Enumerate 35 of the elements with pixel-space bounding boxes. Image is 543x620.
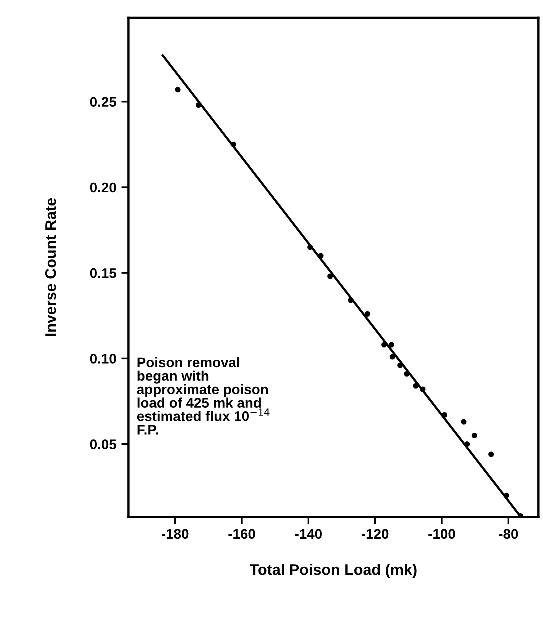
point bbox=[308, 244, 314, 250]
x-tick-label: -100 bbox=[428, 529, 456, 540]
point bbox=[328, 274, 334, 280]
point bbox=[390, 354, 396, 360]
point bbox=[442, 412, 448, 418]
point bbox=[420, 386, 426, 392]
y-tick-label: 0.25 bbox=[90, 97, 116, 108]
point bbox=[461, 419, 467, 425]
y-tick-label: 0.20 bbox=[90, 182, 116, 193]
point bbox=[364, 311, 370, 317]
y-tick-label: 0.15 bbox=[90, 268, 116, 278]
point bbox=[388, 342, 394, 348]
x-tick-label: -140 bbox=[295, 529, 322, 540]
point bbox=[472, 432, 478, 439]
point bbox=[464, 442, 470, 448]
y-tick-label: 0.10 bbox=[90, 354, 116, 364]
point bbox=[398, 362, 404, 368]
point bbox=[348, 298, 354, 304]
x-tick-label: -180 bbox=[162, 529, 189, 540]
point bbox=[404, 371, 410, 377]
point bbox=[318, 253, 324, 259]
x-tick-label: -80 bbox=[499, 529, 518, 540]
y-axis-title: Inverse Count Rate bbox=[45, 198, 56, 336]
point bbox=[488, 452, 494, 458]
point bbox=[413, 383, 419, 389]
x-tick-label: -120 bbox=[362, 529, 389, 540]
x-axis-title: Total Poison Load (mk) bbox=[250, 564, 417, 578]
point bbox=[196, 102, 202, 108]
point bbox=[230, 142, 236, 148]
x-tick-label: -160 bbox=[228, 529, 256, 540]
point bbox=[175, 87, 181, 93]
point bbox=[504, 492, 510, 498]
text: Poison removal began with approximate poison load of 425 mk and estimated flux 10$^{−14}$ F.P. bbox=[137, 357, 270, 435]
y-tick-label: 0.05 bbox=[90, 440, 116, 450]
point bbox=[382, 342, 388, 348]
